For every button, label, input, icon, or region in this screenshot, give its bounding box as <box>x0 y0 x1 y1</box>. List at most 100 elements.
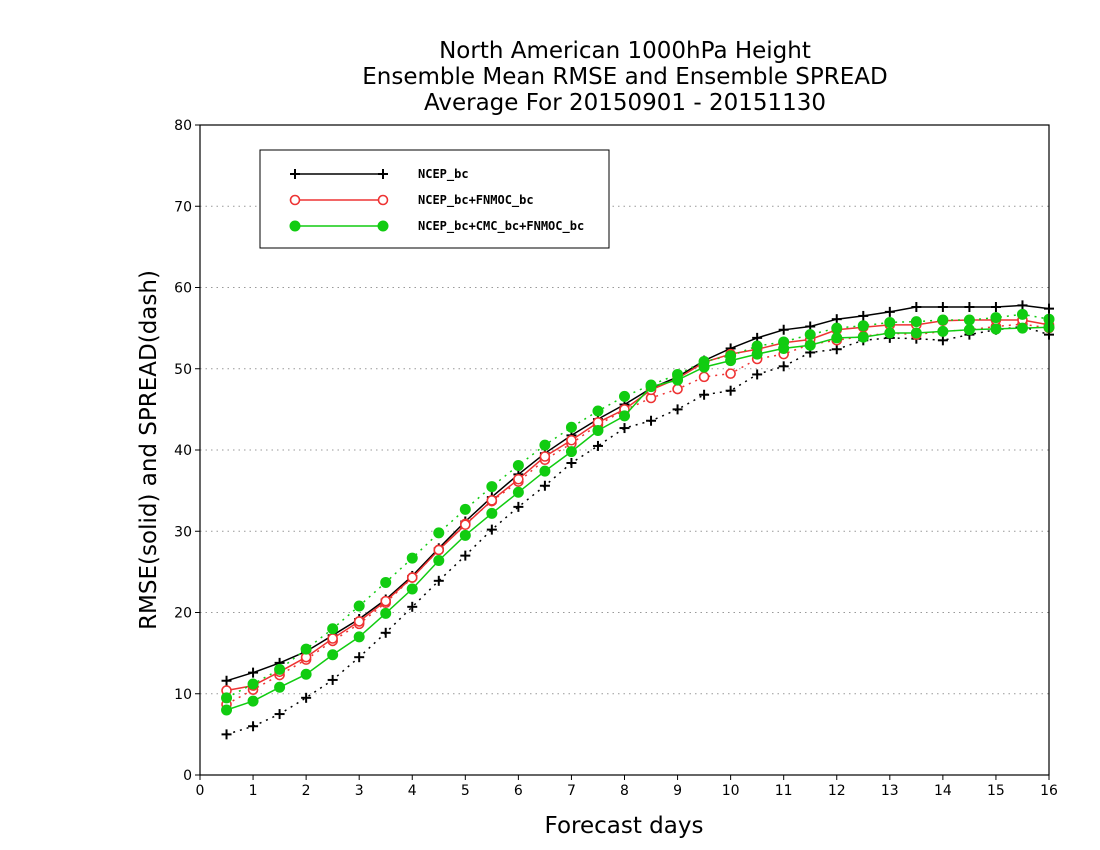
x-tick-label: 4 <box>408 783 417 799</box>
rmse-point <box>937 302 948 312</box>
rmse-point <box>460 519 471 531</box>
legend: NCEP_bc NCEP_bc+FNMOC_bc NCEP_bc+CMC_bc+FN… <box>259 149 610 249</box>
legend-entry-0: NCEP_bc <box>290 167 469 182</box>
rmse-point <box>990 302 1001 312</box>
x-tick-label: 14 <box>934 783 952 799</box>
chart-title-line-3: Average For 20150901 - 20151130 <box>423 90 827 116</box>
spread-point <box>274 709 285 720</box>
x-tick-label: 9 <box>673 783 682 799</box>
rmse-point <box>884 327 896 339</box>
rmse-point <box>910 327 922 339</box>
rmse-point <box>645 381 657 393</box>
x-tick-label: 6 <box>514 783 523 799</box>
spread-line <box>226 323 1050 705</box>
x-tick-label: 1 <box>249 783 258 799</box>
spread-point <box>274 663 286 675</box>
spread-point <box>937 335 948 346</box>
rmse-point <box>353 631 365 643</box>
rmse-point <box>804 339 816 351</box>
spread-point <box>433 527 445 539</box>
rmse-point <box>327 633 338 644</box>
spread-point <box>539 480 550 491</box>
rmse-point <box>857 331 869 343</box>
series-0 <box>221 300 1054 740</box>
rmse-point <box>353 616 365 627</box>
spread-point <box>646 415 657 426</box>
spread-point <box>725 368 736 379</box>
x-tick-label: 3 <box>355 783 364 799</box>
rmse-point <box>221 675 232 686</box>
spread-point <box>592 440 603 451</box>
y-tick-label: 40 <box>174 443 192 459</box>
y-tick-label: 80 <box>174 118 192 134</box>
spread-point <box>963 314 975 326</box>
spread-line <box>226 325 1050 736</box>
x-tick-label: 5 <box>461 783 470 799</box>
rmse-point <box>433 555 445 566</box>
y-tick-label: 20 <box>174 606 192 622</box>
rmse-point <box>778 324 789 335</box>
y-tick-label: 70 <box>174 199 192 215</box>
legend-marker <box>289 194 301 206</box>
rmse-point <box>725 355 737 367</box>
y-tick-label: 30 <box>174 524 192 540</box>
legend-marker <box>377 220 389 232</box>
spread-line <box>226 313 1050 699</box>
legend-label: NCEP_bc <box>418 167 469 182</box>
spread-point <box>459 503 471 515</box>
spread-point <box>752 369 763 380</box>
spread-point <box>539 439 551 451</box>
spread-point <box>486 524 497 535</box>
rmse-point <box>565 446 577 458</box>
spread-point <box>354 652 365 663</box>
chart-title-line-2: Ensemble Mean RMSE and Ensemble SPREAD <box>362 64 888 90</box>
x-tick-label: 11 <box>775 783 793 799</box>
legend-marker <box>378 169 388 179</box>
spread-point <box>566 458 577 468</box>
y-tick-label: 60 <box>174 281 192 297</box>
rmse-point <box>1016 322 1028 334</box>
rmse-point <box>1017 300 1028 311</box>
rmse-point <box>858 310 869 321</box>
legend-entries: NCEP_bc NCEP_bc+FNMOC_bc NCEP_bc+CMC_bc+FN… <box>289 167 584 234</box>
spread-point <box>725 385 736 396</box>
rmse-point <box>751 348 763 360</box>
rmse-point <box>884 306 895 317</box>
x-tick-label: 7 <box>567 783 576 799</box>
spread-point <box>512 459 524 471</box>
rmse-point <box>963 324 975 336</box>
rmse-point <box>433 544 445 556</box>
x-tick-label: 2 <box>302 783 311 799</box>
series-layer <box>221 300 1055 740</box>
spread-point <box>327 623 339 635</box>
rmse-point <box>459 529 471 541</box>
spread-point <box>301 692 312 703</box>
spread-point <box>565 421 577 433</box>
spread-point <box>619 423 630 434</box>
rmse-point <box>911 302 922 312</box>
spread-point <box>857 320 869 332</box>
spread-point <box>353 600 365 612</box>
legend-label: NCEP_bc+FNMOC_bc <box>418 193 534 208</box>
spread-point <box>619 390 630 402</box>
x-tick-label: 10 <box>722 783 740 799</box>
rmse-point <box>831 332 843 344</box>
rmse-line <box>226 304 1050 682</box>
rmse-point <box>486 495 498 506</box>
spread-point <box>672 383 683 395</box>
rmse-point <box>380 595 392 607</box>
series-2 <box>221 308 1055 716</box>
legend-box <box>259 149 610 249</box>
spread-point <box>486 481 498 493</box>
rmse-point <box>619 410 630 422</box>
x-tick-label: 13 <box>881 783 899 799</box>
spread-point <box>831 344 842 355</box>
y-tick-label: 50 <box>174 362 192 378</box>
spread-point <box>247 678 259 690</box>
rmse-point <box>990 323 1002 335</box>
spread-point <box>407 601 418 612</box>
spread-point <box>672 404 683 415</box>
rmse-point <box>380 607 392 619</box>
